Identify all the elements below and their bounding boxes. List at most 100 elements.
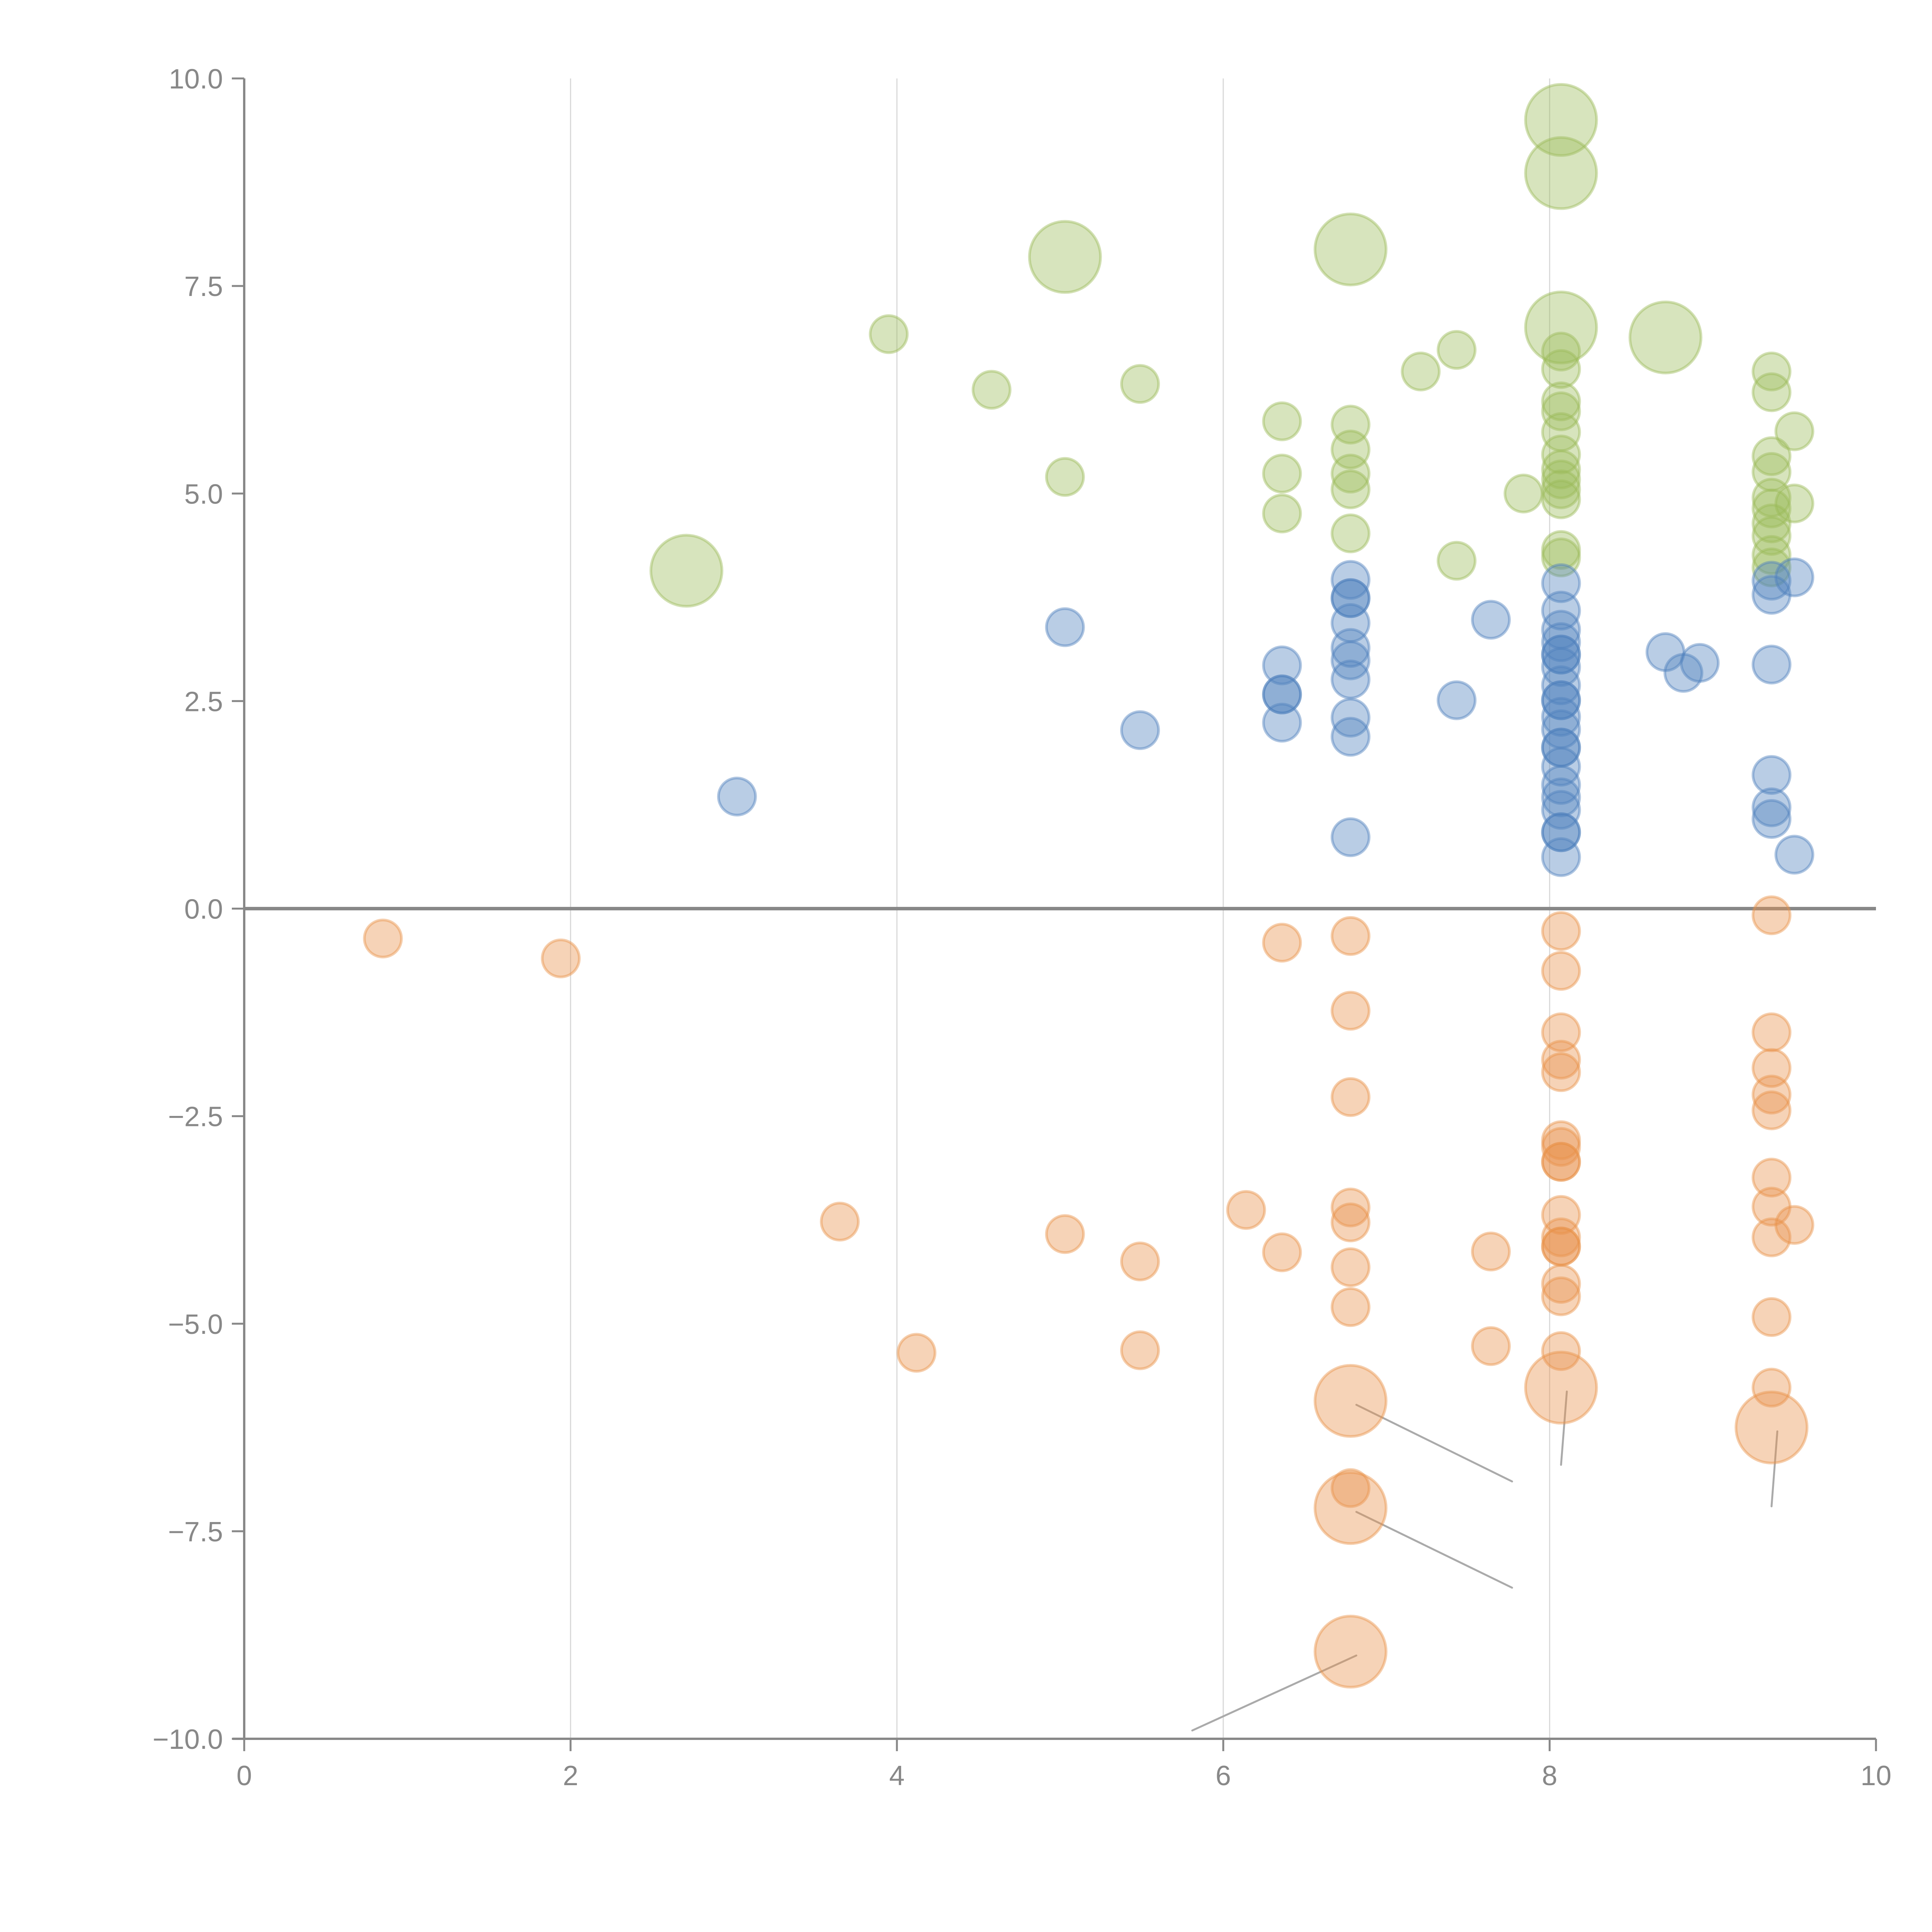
bubble-green [1752,516,1792,556]
bubble-green [1752,488,1792,529]
bubble-blue [1330,717,1371,757]
bubble-blue [1752,561,1792,601]
bubble-green [1262,493,1302,534]
bubble-orange [1330,1468,1371,1508]
bubble-green [1752,478,1792,518]
bubble-blue [1330,697,1371,738]
bubble-orange [1774,1205,1815,1245]
bubble-orange [1541,1226,1581,1267]
bubble-blue [1541,622,1581,662]
y-tick-label: 10.0 [169,64,223,95]
bubble-green [1028,220,1102,294]
bubble-orange [1541,1195,1581,1235]
bubble-green [1045,457,1085,497]
bubble-green [869,314,909,354]
bubble-blue [1541,563,1581,603]
bubble-green [1330,513,1371,553]
bubble-orange [1330,1202,1371,1243]
annotation-leader-line [1355,1511,1513,1589]
bubble-blue [1541,634,1581,675]
bubble-blue [1541,590,1581,631]
y-tick-label: 2.5 [184,686,223,717]
bubble-blue [1541,647,1581,687]
bubble-green [1752,503,1792,544]
y-tick-label: −2.5 [168,1102,223,1133]
bubble-orange [1752,1075,1792,1115]
bubble-blue [1541,634,1581,675]
x-tick-label: 0 [236,1760,252,1791]
bubble-orange [1752,1048,1792,1088]
bubble-blue [1437,680,1477,720]
bubble-orange [1541,1142,1581,1182]
bubble-blue [1541,610,1581,650]
bubble-blue [1120,710,1160,750]
bubble-orange [1120,1330,1160,1371]
bubble-blue [1541,837,1581,877]
bubble-orange [1524,1350,1598,1425]
bubble-green [1541,479,1581,519]
bubble-green [1541,412,1581,452]
bubble-orange [1313,1614,1388,1689]
bubble-green [1541,537,1581,578]
bubble-green [1541,434,1581,474]
bubble-green [1752,436,1792,476]
bubble-orange [1330,1187,1371,1228]
bubble-orange [1541,1142,1581,1182]
bubble-green [971,370,1012,410]
tick-labels: 10.0 7.5 5.0 2.5 0.0 −2.5 −5.0 −7.5 −10.0 0 2 4 6 8 10 [153,64,1891,1791]
x-tick-label: 4 [889,1760,905,1791]
bubble-green [1774,483,1815,524]
annotation-leader-line [1560,1390,1568,1466]
bubble-blue [1752,575,1792,615]
bubble-blue [1541,728,1581,768]
bubble-blue [1541,747,1581,787]
bubble-blue [1541,790,1581,830]
bubble-green [1120,364,1160,404]
bubble-blue [1541,680,1581,720]
bubble-orange [1471,1231,1511,1272]
y-tick-label: 7.5 [184,271,223,302]
x-tick-label: 8 [1542,1760,1557,1791]
bubble-orange [1752,1012,1792,1053]
bubble-orange [1752,895,1792,935]
y-tick-label: −7.5 [168,1517,223,1548]
bubble-blue [1045,607,1085,647]
bubble-blue [1330,578,1371,618]
bubble-blue [1541,812,1581,852]
bubble-green [649,534,723,608]
x-tick-label: 10 [1861,1760,1891,1791]
bubble-green [1524,83,1598,157]
bubble-green [1541,530,1581,570]
bubble-blue [1330,628,1371,668]
axes [232,77,1877,1751]
bubble-orange [1330,1287,1371,1327]
bubble-orange [1330,1077,1371,1117]
bubble-blue [1752,787,1792,827]
bubble-orange [1541,1217,1581,1257]
bubble-blue [1330,817,1371,857]
bubble-orange [1541,1331,1581,1371]
bubble-green [1401,351,1441,391]
annotation-leader-line [1355,1404,1513,1483]
bubble-green [1752,535,1792,575]
x-tick-label: 2 [563,1760,578,1791]
bubble-blue [1541,777,1581,818]
bubble-green [1262,401,1302,441]
bubble-orange [1541,1012,1581,1053]
bubble-blue [1262,645,1302,685]
bubble-orange [1330,991,1371,1031]
bubble-orange [1752,1367,1792,1408]
bubble-orange [1541,951,1581,991]
bubble-green [1774,411,1815,451]
annotation-leaders [1191,1390,1779,1732]
bubble-orange [1541,1226,1581,1267]
bubble-orange [1541,1052,1581,1092]
bubble-orange [1045,1214,1085,1254]
bubble-blue [1541,709,1581,749]
bubble-green [1503,473,1544,514]
bubble-orange [1541,1040,1581,1080]
bubble-green [1541,332,1581,372]
bubble-green [1541,391,1581,432]
bubble-orange [1752,1187,1792,1227]
